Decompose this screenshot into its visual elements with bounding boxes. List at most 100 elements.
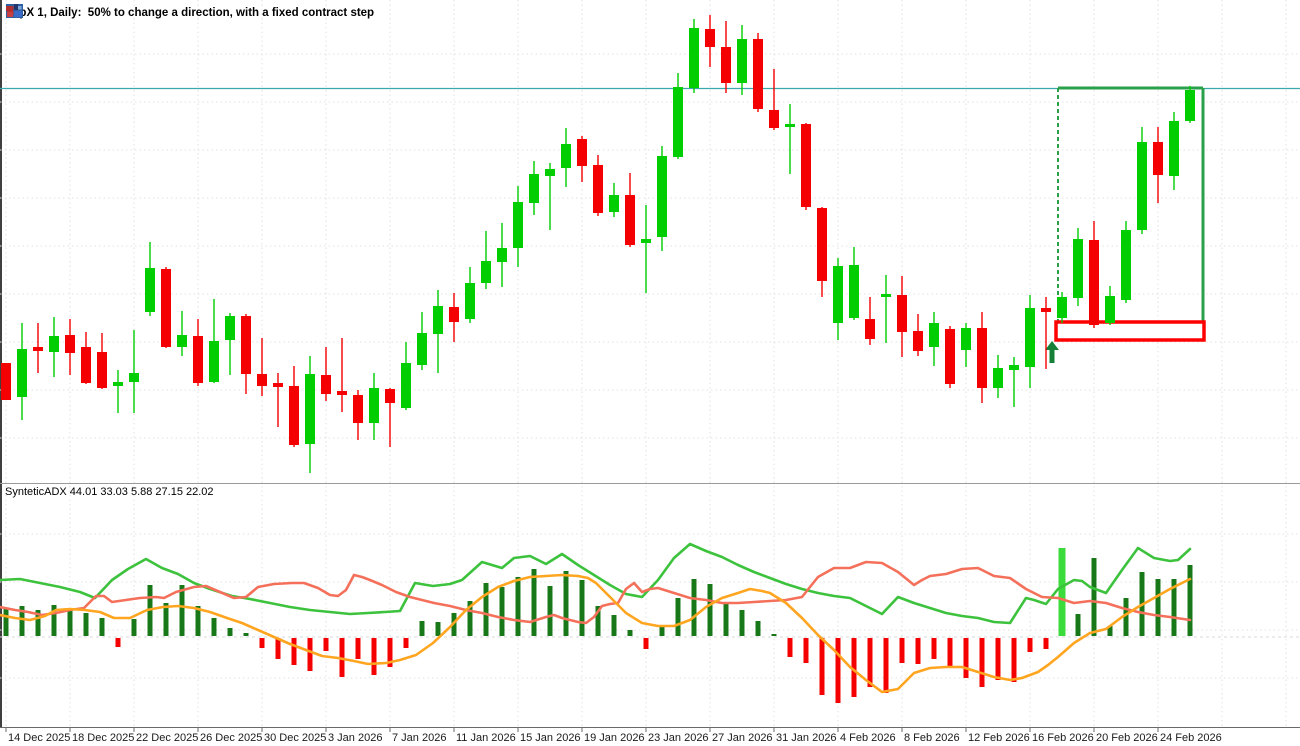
chart-title: FlipX 1, Daily: 50% to change a directio… bbox=[6, 7, 375, 19]
adx-histogram-bar bbox=[675, 598, 681, 636]
buy-arrow-icon bbox=[1045, 341, 1059, 363]
x-axis-label: 4 Feb 2026 bbox=[840, 732, 896, 744]
x-axis-label: 22 Dec 2025 bbox=[136, 732, 198, 744]
adx-histogram-bar bbox=[163, 603, 169, 636]
candle-body bbox=[609, 195, 619, 212]
candle-body bbox=[465, 283, 475, 319]
candle-body bbox=[401, 363, 411, 408]
adx-histogram-bar bbox=[1171, 579, 1177, 636]
candle-body bbox=[177, 335, 187, 347]
candle-body bbox=[817, 208, 827, 281]
candle-body bbox=[657, 156, 667, 237]
candle-body bbox=[1041, 308, 1051, 312]
adx-histogram-bar bbox=[227, 628, 233, 636]
candle-body bbox=[961, 328, 971, 350]
adx-lines bbox=[0, 542, 1192, 694]
adx-histogram-bar bbox=[371, 638, 377, 675]
adx-histogram-bar bbox=[707, 584, 713, 636]
candle-body bbox=[945, 329, 955, 384]
candle-body bbox=[337, 391, 347, 395]
adx-histogram-bar bbox=[691, 579, 697, 636]
adx-histogram-bar bbox=[547, 586, 553, 636]
candle-body bbox=[1105, 296, 1115, 323]
adx-histogram-bar bbox=[291, 638, 297, 665]
adx-histogram-bar bbox=[355, 638, 361, 659]
adx-histogram-bar bbox=[595, 606, 601, 636]
candle-body bbox=[897, 295, 907, 332]
adx-histogram-bar bbox=[835, 638, 841, 703]
candle-body bbox=[1137, 142, 1147, 230]
candle-body bbox=[417, 333, 427, 365]
candle-body bbox=[257, 374, 267, 386]
candlesticks[interactable] bbox=[1, 15, 1195, 473]
adx-histogram-bar bbox=[83, 613, 89, 636]
adx-histogram-bar bbox=[19, 606, 25, 636]
adx-histogram-bar bbox=[99, 618, 105, 636]
candle-body bbox=[1057, 297, 1067, 318]
candle-body bbox=[993, 368, 1003, 388]
candle-body bbox=[625, 195, 635, 245]
candle-body bbox=[33, 347, 43, 351]
candle-body bbox=[561, 144, 571, 168]
adx-histogram-bar bbox=[3, 608, 9, 636]
candle-body bbox=[641, 239, 651, 243]
x-axis-label: 14 Dec 2025 bbox=[8, 732, 70, 744]
indicator-label: SynteticADX 44.01 33.03 5.88 27.15 22.02 bbox=[5, 486, 214, 498]
chart-annotations[interactable] bbox=[0, 86, 1300, 363]
candle-body bbox=[113, 382, 123, 386]
adx-histogram-bar bbox=[771, 634, 777, 636]
adx-histogram-bar bbox=[307, 638, 313, 671]
candle-body bbox=[1169, 121, 1179, 176]
candle-body bbox=[193, 336, 203, 383]
adx-histogram-bar bbox=[195, 606, 201, 636]
candle-body bbox=[241, 316, 251, 374]
adx-histogram-bar bbox=[979, 638, 985, 687]
adx-histogram-bar bbox=[1155, 579, 1161, 636]
adx-histogram-bar bbox=[931, 638, 937, 659]
candle-body bbox=[1121, 230, 1131, 300]
candle-body bbox=[497, 248, 507, 262]
adx-histogram-bar bbox=[483, 583, 489, 636]
candle-body bbox=[225, 316, 235, 340]
x-axis-label: 20 Feb 2026 bbox=[1096, 732, 1158, 744]
adx-histogram-bar bbox=[531, 569, 537, 636]
red-rectangle bbox=[1054, 320, 1206, 342]
x-axis-label: 24 Feb 2026 bbox=[1160, 732, 1222, 744]
adx-histogram-bar bbox=[131, 619, 137, 636]
candle-body bbox=[737, 39, 747, 83]
x-axis-label: 19 Jan 2026 bbox=[584, 732, 645, 744]
candle-body bbox=[65, 335, 75, 353]
adx-histogram-bar bbox=[563, 571, 569, 636]
adx-histogram-bar bbox=[1123, 598, 1129, 636]
adx-histogram-bar bbox=[1043, 638, 1049, 649]
candle-body bbox=[705, 29, 715, 47]
candle-body bbox=[481, 261, 491, 283]
adx-histogram-bar bbox=[51, 605, 57, 636]
x-axis-label: 18 Dec 2025 bbox=[72, 732, 134, 744]
candle-body bbox=[433, 306, 443, 334]
candle-body bbox=[305, 374, 315, 444]
adx-histogram-bar bbox=[1107, 626, 1113, 636]
x-axis[interactable]: 14 Dec 2025 18 Dec 2025 22 Dec 2025 26 Dec … bbox=[0, 483, 1300, 745]
adx-histogram-bar bbox=[819, 638, 825, 695]
candle-body bbox=[977, 328, 987, 388]
candle-body bbox=[353, 395, 363, 423]
candle-body bbox=[785, 124, 795, 127]
adx-histogram-bar bbox=[963, 638, 969, 678]
adx-histogram-bar bbox=[323, 638, 329, 651]
adx-histogram-bar bbox=[755, 621, 761, 636]
adx-histogram-bar bbox=[211, 618, 217, 636]
candle-body bbox=[129, 373, 139, 382]
adx-histogram-bar bbox=[419, 621, 425, 636]
candle-body bbox=[209, 341, 219, 382]
candle-body bbox=[929, 323, 939, 347]
adx-histogram-bar bbox=[611, 615, 617, 636]
adx-histogram-bar bbox=[947, 638, 953, 667]
candle-body bbox=[865, 319, 875, 339]
x-axis-label: 30 Dec 2025 bbox=[264, 732, 326, 744]
adx-histogram-bar bbox=[627, 630, 633, 636]
candle-body bbox=[369, 388, 379, 423]
adx-histogram-bar bbox=[275, 638, 281, 659]
candle-body bbox=[689, 28, 699, 88]
